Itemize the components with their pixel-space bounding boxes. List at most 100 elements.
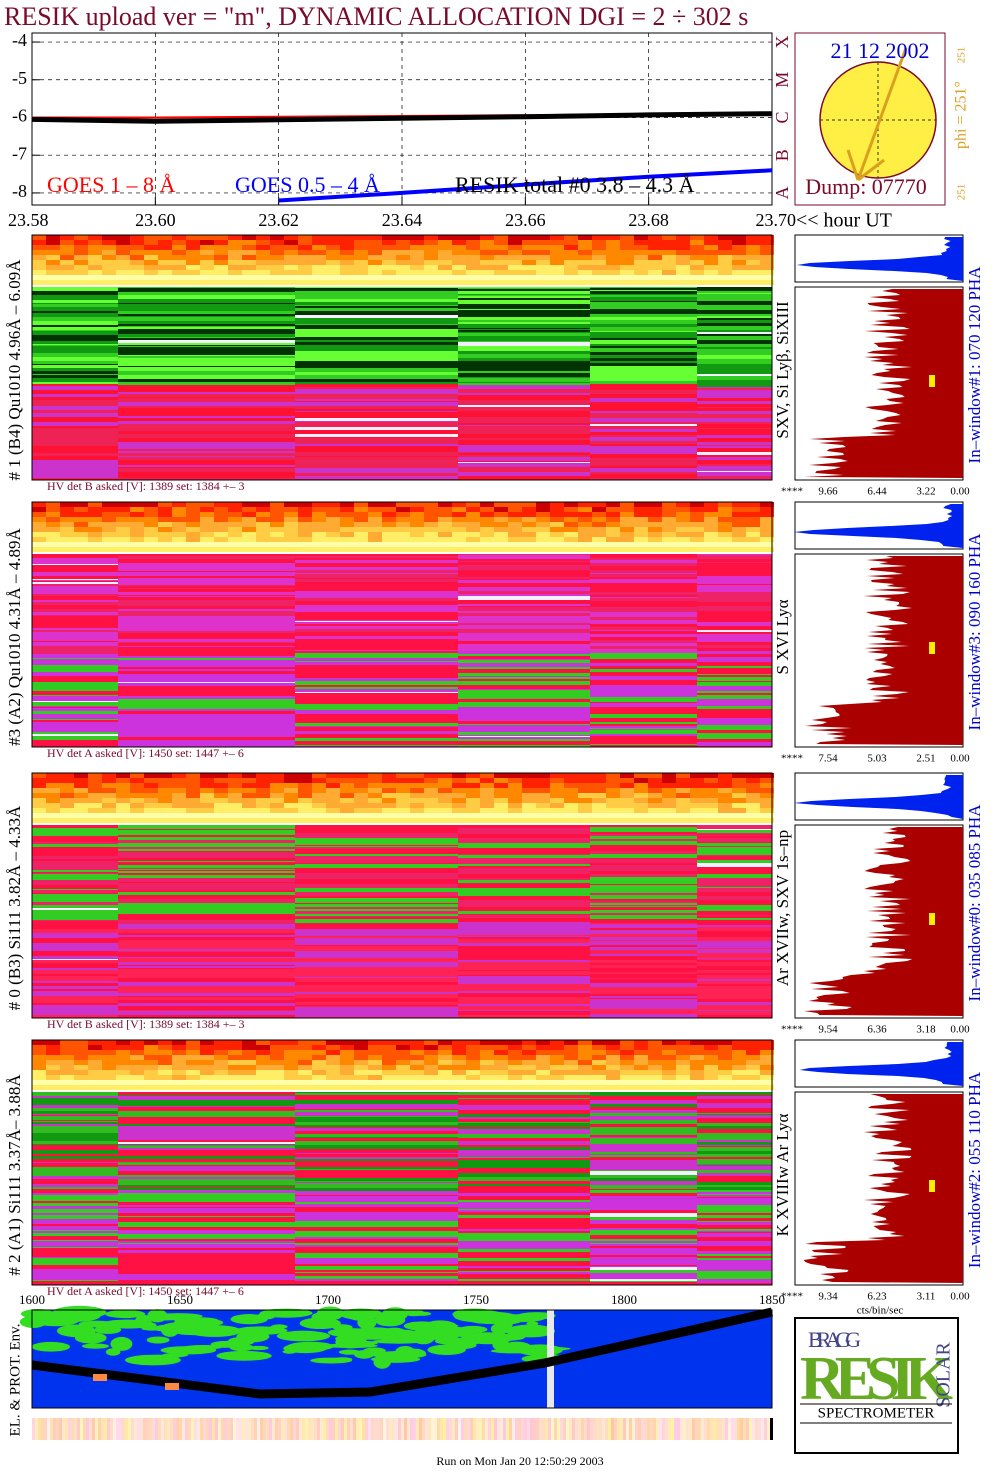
heat-cell: [606, 240, 620, 245]
heat-cell: [74, 783, 88, 788]
heat-cell: [508, 532, 522, 537]
heat-cell: [760, 517, 774, 522]
heat-cell: [200, 502, 214, 507]
heat-row: [697, 1151, 772, 1154]
heat-row: [590, 879, 697, 883]
heat-row: [697, 918, 772, 920]
heat-row: [118, 677, 295, 680]
heat-cell: [508, 280, 522, 285]
heat-cell: [676, 1055, 690, 1060]
heat-row: [118, 655, 295, 656]
heat-row: [590, 1265, 697, 1266]
heat-row: [32, 438, 118, 439]
heat-cell: [144, 517, 158, 522]
heat-row: [697, 1165, 772, 1166]
heat-row: [32, 650, 118, 654]
env-stripe: [98, 1418, 101, 1440]
heat-cell: [368, 260, 382, 265]
env-stripe: [311, 1418, 314, 1440]
heat-cell: [312, 537, 326, 542]
heat-row: [458, 317, 590, 320]
heat-row: [697, 326, 772, 328]
heat-cell: [508, 527, 522, 532]
heat-row: [697, 472, 772, 476]
heat-row: [295, 913, 458, 914]
heat-row: [32, 659, 118, 661]
heat-cell: [452, 240, 466, 245]
heat-cell: [648, 808, 662, 813]
heat-cell: [718, 803, 732, 808]
heat-cell: [424, 818, 438, 823]
heat-cell: [732, 517, 746, 522]
heat-row: [118, 958, 295, 962]
heat-cell: [186, 532, 200, 537]
heat-row: [590, 1244, 697, 1246]
heat-row: [32, 943, 118, 944]
heat-row: [590, 297, 697, 301]
heat-row: [458, 690, 590, 693]
heat-cell: [564, 1085, 578, 1090]
heat-row: [118, 345, 295, 346]
heat-row: [118, 730, 295, 734]
heat-cell: [746, 517, 760, 522]
heat-row: [458, 693, 590, 696]
heat-cell: [200, 255, 214, 260]
env-stripe: [509, 1418, 512, 1440]
channel-tick-label: 1650: [167, 1292, 193, 1307]
heat-cell: [410, 235, 424, 240]
heat-cell: [60, 542, 74, 547]
heat-row: [32, 605, 118, 609]
env-stripe: [107, 1418, 110, 1440]
heat-cell: [704, 1070, 718, 1075]
heat-row: [590, 1282, 697, 1285]
heat-row: [590, 729, 697, 730]
heat-row: [458, 1225, 590, 1229]
heat-cell: [214, 255, 228, 260]
heat-row: [697, 662, 772, 666]
heat-row: [590, 1000, 697, 1003]
heat-cell: [102, 280, 116, 285]
heat-row: [697, 336, 772, 340]
heat-row: [697, 464, 772, 466]
heat-cell: [438, 522, 452, 527]
heat-cell: [228, 250, 242, 255]
heat-cell: [480, 255, 494, 260]
heat-cell: [620, 547, 634, 552]
heat-row: [590, 558, 697, 560]
heat-cell: [718, 235, 732, 240]
heat-row: [295, 904, 458, 907]
heat-row: [32, 1187, 118, 1189]
heat-row: [295, 665, 458, 669]
heat-row: [295, 345, 458, 348]
heat-cell: [536, 517, 550, 522]
heat-row: [295, 998, 458, 1002]
heat-row: [118, 625, 295, 628]
heat-row: [32, 478, 118, 479]
heat-row: [590, 348, 697, 352]
heat-row: [590, 658, 697, 659]
heat-cell: [158, 542, 172, 547]
env-stripe: [158, 1418, 161, 1440]
heat-cell: [746, 808, 760, 813]
heat-cell: [242, 773, 256, 778]
heat-cell: [130, 260, 144, 265]
heat-cell: [284, 783, 298, 788]
heat-cell: [382, 783, 396, 788]
heat-row: [118, 317, 295, 321]
heat-cell: [144, 527, 158, 532]
heat-cell: [116, 778, 130, 783]
heat-row: [697, 838, 772, 842]
heat-row: [295, 738, 458, 741]
heat-row: [697, 900, 772, 901]
heat-cell: [144, 1045, 158, 1050]
heat-cell: [130, 803, 144, 808]
heat-row: [590, 895, 697, 897]
env-stripe: [554, 1418, 557, 1440]
heat-cell: [354, 1085, 368, 1090]
heat-cell: [340, 512, 354, 517]
heat-cell: [88, 532, 102, 537]
heat-cell: [46, 1080, 60, 1085]
heat-cell: [480, 798, 494, 803]
heat-cell: [494, 1040, 508, 1045]
env-stripe: [494, 1418, 497, 1440]
